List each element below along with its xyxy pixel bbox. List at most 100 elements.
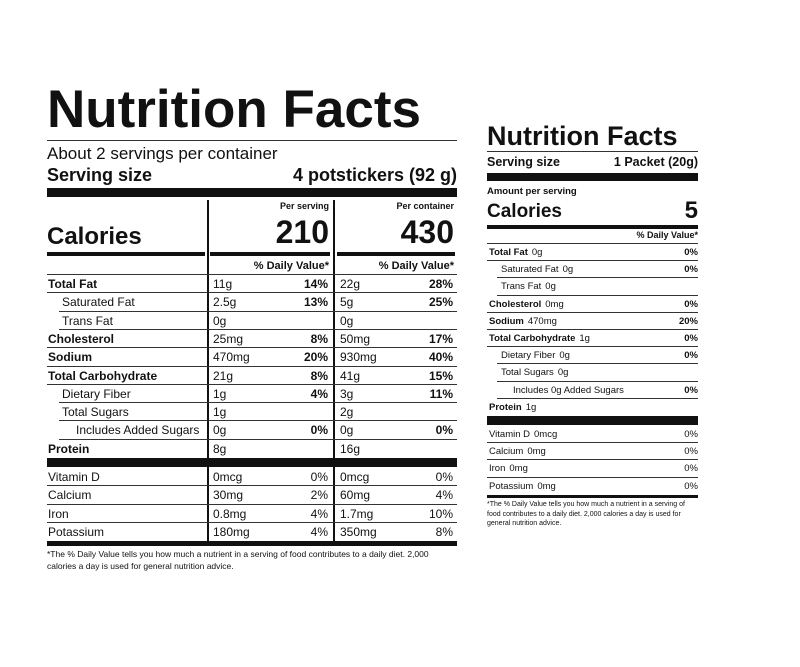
nutrient-name: Potassium 0mg <box>489 480 556 492</box>
rule <box>47 485 457 487</box>
amount: 2.5g <box>213 295 237 310</box>
calories-label: Calories <box>47 223 142 250</box>
thick-bar <box>487 416 698 425</box>
col-divider <box>333 200 335 541</box>
daily-value: 0% <box>684 429 698 440</box>
rule <box>497 397 698 399</box>
medium-bar <box>337 252 455 256</box>
rule <box>487 260 698 262</box>
rule <box>47 140 457 141</box>
amount: 50mg <box>340 331 371 346</box>
serving-size-label: Serving size <box>487 155 560 169</box>
daily-value: 0% <box>684 333 698 344</box>
nutrient-name: Total Sugars 0g <box>501 367 569 379</box>
amount: 0mg <box>509 463 528 475</box>
daily-value: 0% <box>435 423 453 438</box>
rule <box>59 420 457 422</box>
rule <box>47 503 457 505</box>
col-divider <box>207 200 209 541</box>
label-panel <box>43 78 460 578</box>
amount: 350mg <box>340 524 377 539</box>
amount: 0mcg <box>213 470 243 484</box>
daily-value: 15% <box>428 368 453 383</box>
nutrient-name: Saturated Fat 0g <box>501 264 574 276</box>
thick-bar <box>487 173 698 181</box>
calories-value: 430 <box>400 214 454 250</box>
nutrient-name: Trans Fat 0g <box>501 281 556 293</box>
amount: 16g <box>340 441 361 456</box>
nutrient-name: Protein <box>48 441 90 456</box>
amount: 0mg <box>537 480 556 492</box>
daily-value: 0% <box>684 384 698 396</box>
nutrient-name: Includes 0g Added Sugars <box>513 384 624 396</box>
nutrient-name: Trans Fat <box>62 313 113 328</box>
daily-value: 14% <box>303 277 328 291</box>
daily-value: 0% <box>684 463 698 475</box>
amount: 0mg <box>545 298 564 310</box>
amount: 8g <box>213 441 227 456</box>
medium-bar <box>210 252 330 256</box>
rule <box>47 274 457 275</box>
amount: 1g <box>579 333 590 344</box>
column-header: Per serving <box>279 201 329 211</box>
nutrient-name: Cholesterol 0mg <box>489 298 564 310</box>
amount: 180mg <box>213 524 250 539</box>
nutrient-name: Total Fat <box>48 277 98 291</box>
serving-size: 4 potstickers (92 g) <box>292 165 457 185</box>
rule <box>47 365 457 367</box>
amount: 25mg <box>213 331 244 346</box>
rule <box>47 347 457 349</box>
rule <box>59 328 457 330</box>
rule <box>487 442 698 444</box>
daily-value: 11% <box>429 386 453 401</box>
amount: 0g <box>545 281 556 293</box>
daily-value: 0% <box>435 470 453 484</box>
rule <box>47 383 457 385</box>
amount: 0g <box>340 423 354 438</box>
rule <box>59 310 457 312</box>
nutrient-name: Iron <box>48 506 69 521</box>
nutrient-name: Dietary Fiber <box>62 386 131 401</box>
daily-value: 4% <box>310 524 328 539</box>
daily-value: 10% <box>428 506 453 521</box>
amount: 1g <box>213 386 227 401</box>
rule <box>487 311 698 313</box>
nutrient-name: Sodium 470mg <box>489 315 557 327</box>
dv-header: % Daily Value* <box>636 230 698 240</box>
amount: 60mg <box>340 488 371 503</box>
daily-value: 0% <box>684 264 698 276</box>
thick-bar <box>47 541 457 546</box>
nutrient-name: Sodium <box>48 350 92 365</box>
nutrient-name: Total Sugars <box>62 405 129 420</box>
amount: 30mg <box>213 488 244 503</box>
nutrient-name: Cholesterol <box>48 331 115 346</box>
thick-bar <box>47 188 457 197</box>
amount: 0g <box>213 423 227 438</box>
medium-bar <box>47 252 205 256</box>
amount: 3g <box>340 386 354 401</box>
nutrient-name: Calcium <box>48 488 92 503</box>
footnote: *The % Daily Value tells you how much a … <box>487 501 685 527</box>
column-header: Per container <box>396 201 454 211</box>
medium-bar <box>487 225 698 229</box>
daily-value: 0% <box>684 446 698 458</box>
rule <box>487 476 698 478</box>
rule <box>497 363 698 365</box>
thick-bar <box>487 495 698 498</box>
amount: 0g <box>340 313 354 328</box>
rule <box>497 294 698 296</box>
title: Nutrition Facts <box>47 80 421 139</box>
nutrient-name: Calcium 0mg <box>489 446 546 458</box>
amount: 22g <box>340 277 361 291</box>
rule <box>487 151 698 152</box>
amount: 5g <box>340 295 354 310</box>
nutrient-name: Total Carbohydrate <box>48 368 158 383</box>
servings: About 2 servings per container <box>47 144 278 163</box>
daily-value: 0% <box>684 480 698 492</box>
nutrient-name: Iron 0mg <box>489 463 528 475</box>
nutrient-name: Protein 1g <box>489 401 537 413</box>
nutrient-name: Saturated Fat <box>62 295 135 310</box>
dv-header: % Daily Value* <box>378 260 454 272</box>
daily-value: 25% <box>428 295 453 310</box>
